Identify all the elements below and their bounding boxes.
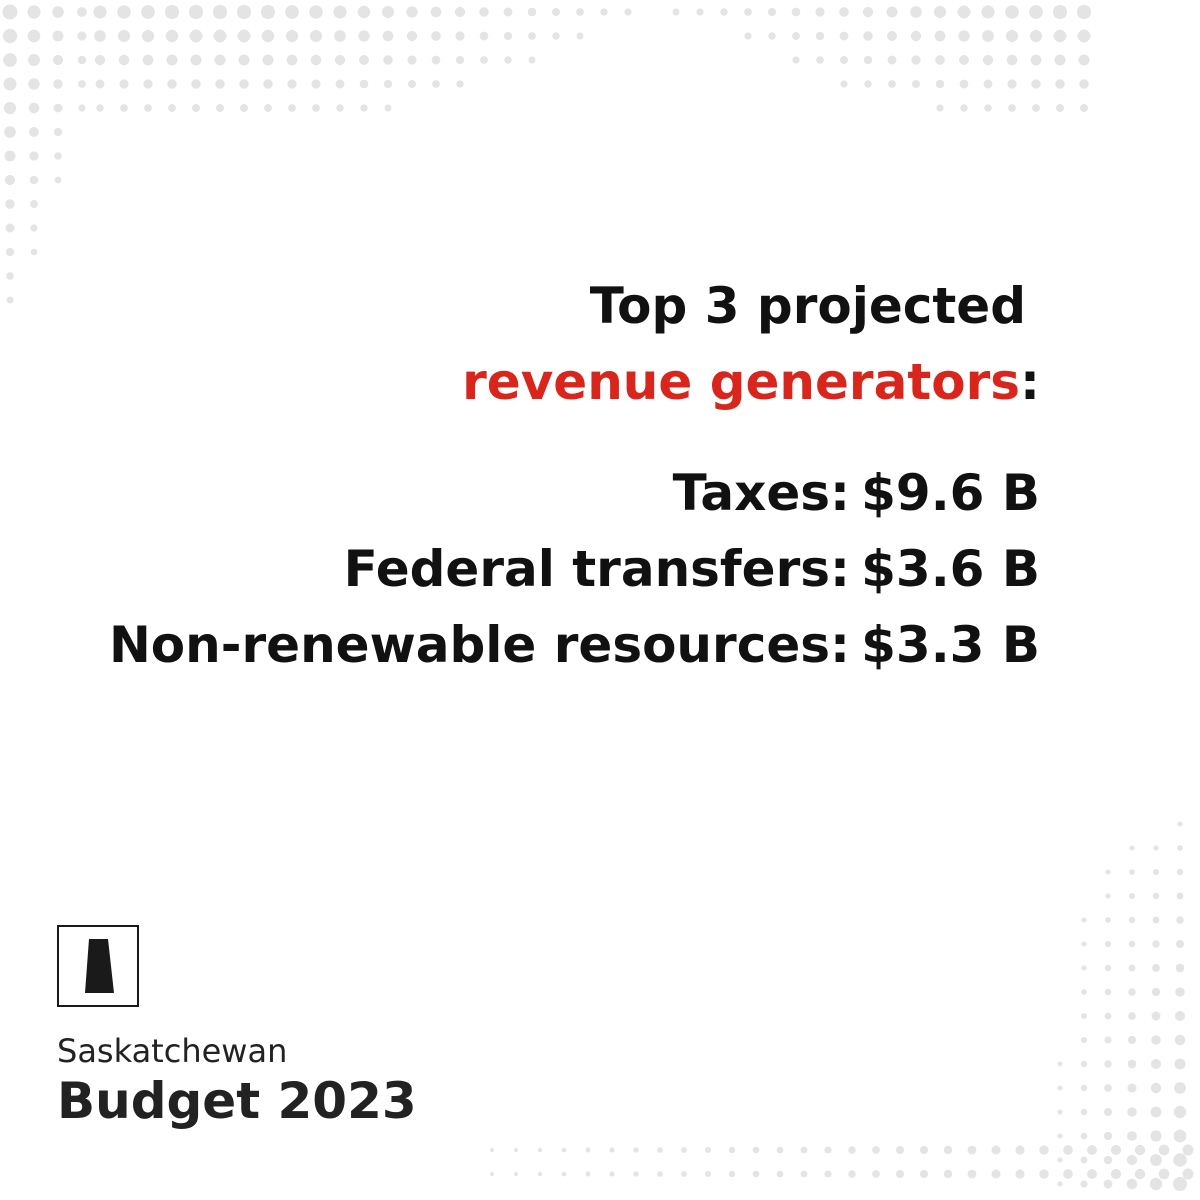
revenue-row: Taxes: $9.6 B bbox=[109, 455, 1040, 531]
revenue-label: Taxes: bbox=[672, 464, 850, 522]
revenue-label: Non-renewable resources: bbox=[108, 616, 850, 674]
revenue-row: Federal transfers: $3.6 B bbox=[109, 531, 1040, 607]
saskatchewan-logo bbox=[57, 925, 139, 1007]
revenue-label: Federal transfers: bbox=[343, 540, 850, 598]
revenue-value: $9.6 B bbox=[861, 464, 1040, 522]
headline-line-1: Top 3 projected bbox=[589, 277, 1026, 335]
headline-suffix: : bbox=[1020, 353, 1040, 411]
headline: Top 3 projected revenue generators: bbox=[462, 268, 1040, 420]
brand-title: Budget 2023 bbox=[57, 1072, 417, 1130]
revenue-list: Taxes: $9.6 B Federal transfers: $3.6 B … bbox=[109, 455, 1040, 683]
brand-name: Saskatchewan bbox=[57, 1032, 288, 1070]
saskatchewan-province-icon bbox=[85, 939, 114, 993]
headline-highlight: revenue generators bbox=[462, 353, 1020, 411]
revenue-value: $3.3 B bbox=[861, 616, 1040, 674]
headline-line-2: revenue generators: bbox=[462, 344, 1040, 420]
revenue-value: $3.6 B bbox=[861, 540, 1040, 598]
revenue-row: Non-renewable resources: $3.3 B bbox=[109, 607, 1040, 683]
